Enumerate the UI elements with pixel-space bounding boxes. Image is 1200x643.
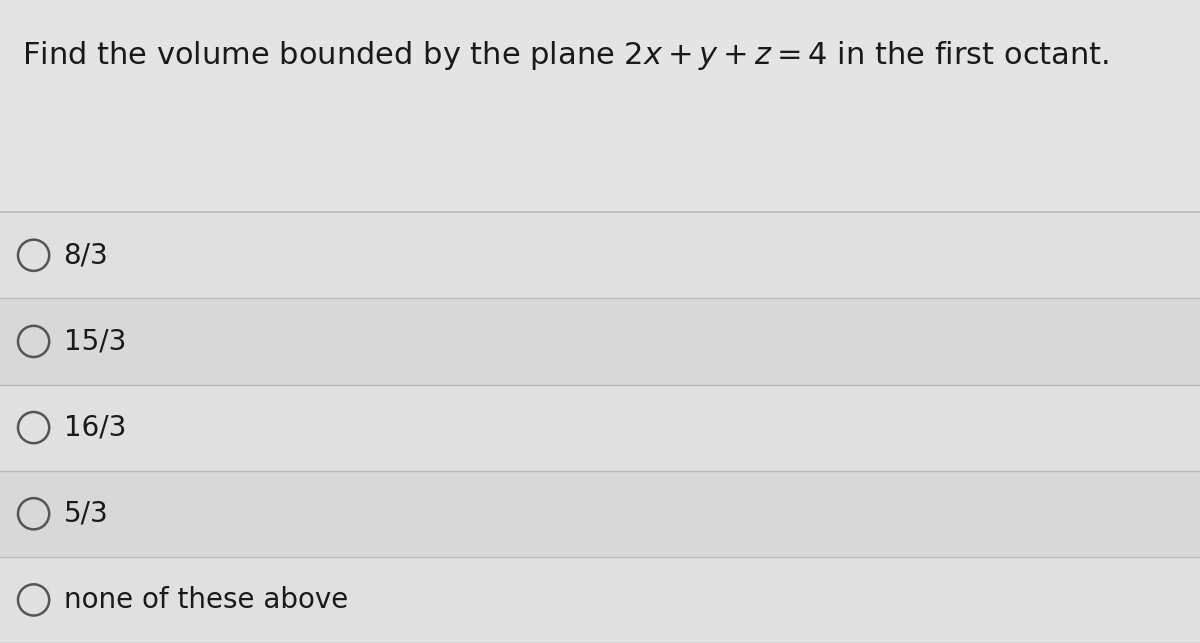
Text: 16/3: 16/3: [64, 413, 126, 442]
Bar: [0, 298, 1200, 385]
Text: 8/3: 8/3: [64, 241, 108, 269]
Bar: [0, 0, 1200, 212]
Bar: [0, 385, 1200, 471]
Text: 5/3: 5/3: [64, 500, 108, 528]
Text: Find the volume bounded by the plane $2x + y + z = 4$ in the first octant.: Find the volume bounded by the plane $2x…: [22, 39, 1109, 71]
Bar: [0, 557, 1200, 643]
Bar: [0, 212, 1200, 298]
Text: none of these above: none of these above: [64, 586, 348, 614]
Bar: [0, 471, 1200, 557]
Text: 15/3: 15/3: [64, 327, 126, 356]
